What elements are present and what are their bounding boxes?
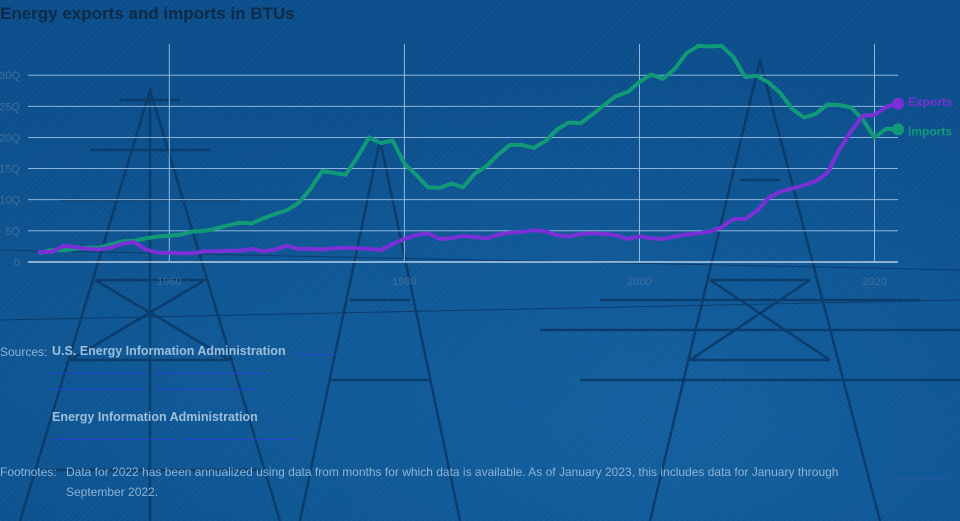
source-link[interactable]	[154, 380, 258, 390]
footnote-text: Data for 2022 has been annualized using …	[66, 465, 839, 499]
y-tick-label: 10Q	[0, 195, 20, 207]
vertical-gridlines	[168, 44, 875, 262]
energy-line-chart: 0 5Q 10Q 15Q 20Q 25Q 30Q 1960 1980 2000 2020 Impo…	[0, 43, 953, 288]
series-label-imports: Imports	[908, 124, 952, 138]
source-link[interactable]	[52, 380, 144, 390]
source-eia2-block: Energy Information Administration	[52, 410, 298, 440]
horizontal-gridlines	[28, 74, 898, 263]
x-tick-label: 2000	[627, 276, 651, 288]
series-lines	[38, 43, 900, 256]
x-tick-label: 1960	[157, 276, 181, 288]
series-line-exports	[38, 101, 900, 256]
x-axis-tick-labels: 1960 1980 2000 2020	[157, 276, 887, 288]
source-eia-block: U.S. Energy Information Administration	[52, 344, 337, 390]
y-tick-label: 15Q	[0, 164, 20, 176]
y-axis-tick-labels: 0 5Q 10Q 15Q 20Q 25Q 30Q	[0, 70, 20, 269]
source-link[interactable]	[52, 430, 176, 440]
footnotes-label: Footnotes:	[0, 465, 57, 479]
source-link[interactable]	[294, 345, 337, 355]
series-label-exports: Exports	[908, 95, 953, 109]
series-line-imports	[38, 43, 900, 255]
x-tick-label: 1980	[392, 276, 416, 288]
source-name: Energy Information Administration	[52, 410, 258, 424]
y-tick-label: 25Q	[0, 101, 20, 113]
y-tick-label: 30Q	[0, 70, 20, 82]
series-end-marker-exports	[892, 97, 904, 110]
source-links-row	[52, 380, 337, 390]
y-tick-label: 0	[14, 257, 20, 269]
chart-title: Energy exports and imports in BTUs	[0, 4, 295, 23]
series-end-labels: Imports Exports	[892, 95, 953, 138]
y-tick-label: 5Q	[5, 226, 20, 238]
source-name: U.S. Energy Information Administration	[52, 344, 286, 358]
x-tick-label: 2020	[862, 276, 886, 288]
source-links-row	[52, 364, 337, 374]
series-end-marker-imports	[892, 123, 904, 136]
source-link[interactable]	[52, 364, 146, 374]
source-link[interactable]	[156, 364, 266, 374]
y-tick-label: 20Q	[0, 132, 20, 144]
source-links-row	[52, 430, 298, 440]
embed-link[interactable]	[896, 470, 950, 479]
source-link[interactable]	[186, 430, 298, 440]
sources-label: Sources:	[0, 345, 48, 359]
